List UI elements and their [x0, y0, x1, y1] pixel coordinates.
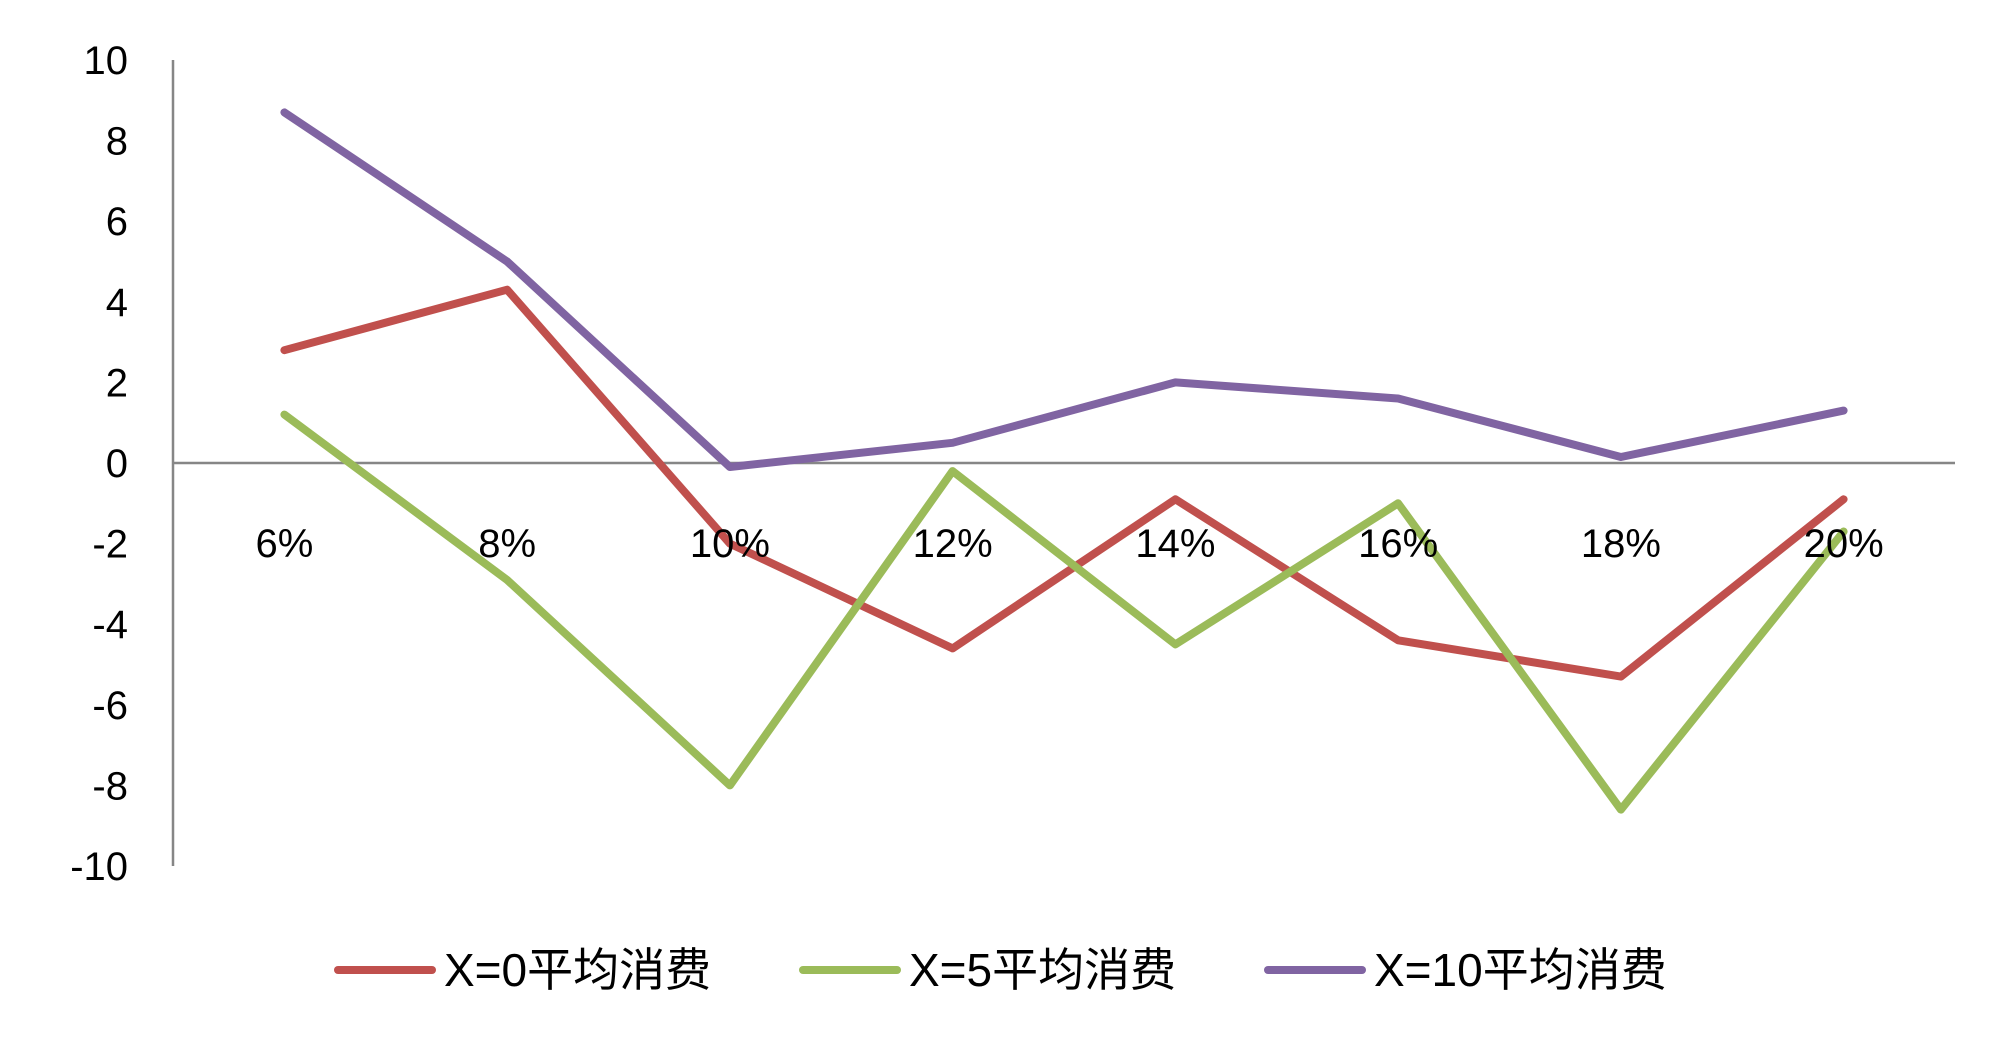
- x-tick-label: 20%: [1804, 522, 1884, 566]
- x-tick-label: 6%: [255, 522, 313, 566]
- data-point: [1840, 528, 1848, 536]
- data-point: [280, 346, 288, 354]
- series-lines: [280, 108, 1848, 814]
- y-tick-label: 4: [106, 281, 128, 325]
- data-point: [503, 576, 511, 584]
- legend-label: X=0平均消费: [444, 944, 711, 996]
- data-point: [726, 781, 734, 789]
- x-tick-label: 16%: [1358, 522, 1438, 566]
- data-point: [1840, 407, 1848, 415]
- data-point: [1171, 640, 1179, 648]
- data-point: [1171, 378, 1179, 386]
- legend-item: X=5平均消费: [799, 944, 1176, 996]
- y-tick-label: -6: [92, 684, 128, 728]
- x-tick-label: 8%: [478, 522, 536, 566]
- series-line-2: [280, 410, 1848, 814]
- series-line-1: [280, 285, 1848, 681]
- data-point: [949, 439, 957, 447]
- legend: X=0平均消费 X=5平均消费 X=10平均消费: [334, 944, 1667, 996]
- y-tick-label: 6: [106, 200, 128, 244]
- legend-item: X=10平均消费: [1264, 944, 1667, 996]
- x-tick-label: 14%: [1135, 522, 1215, 566]
- data-point: [503, 286, 511, 294]
- legend-label: X=5平均消费: [909, 944, 1176, 996]
- y-tick-label: 0: [106, 442, 128, 486]
- axes: [171, 60, 1955, 866]
- x-axis-ticks: 6% 8% 10% 12% 14% 16% 18% 20%: [255, 522, 1883, 566]
- y-tick-label: 2: [106, 361, 128, 405]
- data-point: [1394, 395, 1402, 403]
- data-point: [726, 540, 734, 548]
- data-point: [280, 108, 288, 116]
- y-tick-label: -8: [92, 764, 128, 808]
- data-point: [1394, 499, 1402, 507]
- data-point: [280, 411, 288, 419]
- y-tick-label: 8: [106, 120, 128, 164]
- y-axis-ticks: 10 8 6 4 2 0 -2 -4 -6 -8 -10: [70, 39, 128, 889]
- data-point: [1394, 636, 1402, 644]
- y-tick-label: -4: [92, 603, 128, 647]
- y-tick-label: 10: [84, 39, 129, 83]
- data-point: [726, 463, 734, 471]
- x-tick-label: 12%: [913, 522, 993, 566]
- x-tick-label: 18%: [1581, 522, 1661, 566]
- series-line-3: [280, 108, 1848, 471]
- data-point: [949, 644, 957, 652]
- data-point: [1171, 495, 1179, 503]
- data-point: [503, 258, 511, 265]
- legend-item: X=0平均消费: [334, 944, 711, 996]
- y-tick-label: -10: [70, 845, 128, 889]
- data-point: [1840, 495, 1848, 503]
- data-point: [1617, 806, 1625, 814]
- legend-label: X=10平均消费: [1374, 944, 1667, 996]
- data-point: [1617, 453, 1625, 461]
- data-point: [1617, 673, 1625, 681]
- x-tick-label: 10%: [690, 522, 770, 566]
- data-point: [949, 467, 957, 475]
- y-tick-label: -2: [92, 523, 128, 567]
